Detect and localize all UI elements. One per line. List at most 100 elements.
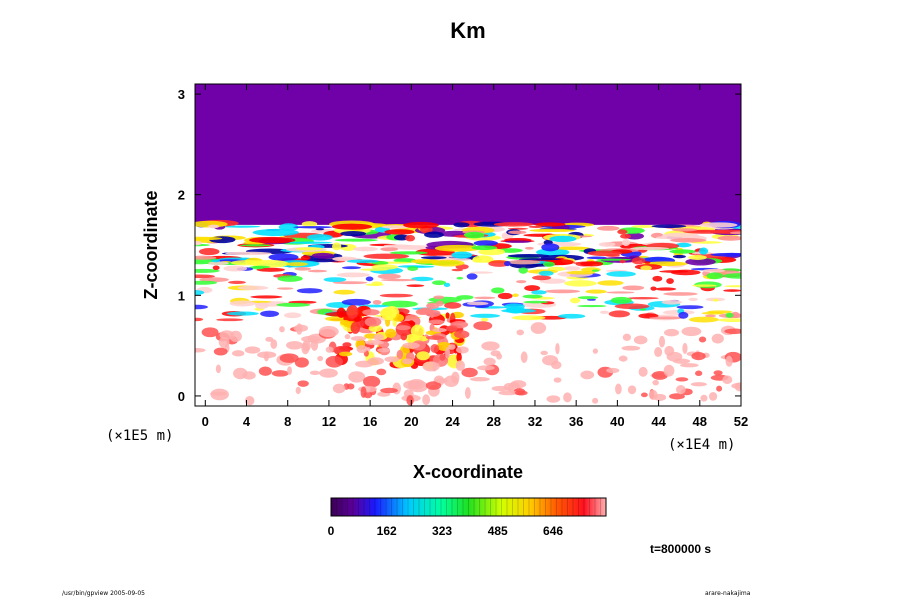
field-blob — [250, 295, 283, 299]
field-blob — [491, 287, 505, 294]
field-blob — [287, 366, 292, 375]
field-blob — [431, 259, 465, 267]
field-blob — [445, 347, 451, 359]
field-blob — [432, 328, 447, 333]
field-blob — [195, 268, 220, 273]
field-blob — [470, 271, 493, 274]
field-blob — [497, 292, 513, 300]
y-axis-label: Z-coordinate — [141, 190, 161, 299]
field-blob — [710, 252, 741, 257]
field-blob — [451, 371, 460, 384]
field-blob — [511, 315, 546, 321]
field-blob — [201, 327, 219, 338]
field-blob — [268, 253, 299, 261]
field-blob — [676, 305, 704, 310]
field-blob — [456, 352, 462, 363]
field-blob — [396, 349, 404, 360]
field-blob — [549, 235, 577, 243]
time-annotation: t=800000 s — [650, 542, 711, 556]
field-blob — [586, 298, 597, 301]
field-blob — [481, 341, 500, 351]
field-blob — [488, 260, 511, 267]
field-blob — [294, 267, 312, 271]
field-blob — [331, 223, 373, 230]
field-blob — [531, 290, 547, 295]
field-blob — [490, 350, 501, 357]
field-blob — [310, 339, 319, 351]
field-blob — [606, 291, 635, 294]
field-blob — [301, 342, 310, 355]
field-blob — [255, 302, 269, 309]
field-blob — [406, 395, 414, 406]
field-blob — [666, 351, 683, 362]
field-blob — [661, 299, 682, 305]
y-scale-label: (×1E5 m) — [106, 428, 173, 444]
field-blob — [520, 351, 528, 363]
field-blob — [400, 332, 408, 341]
field-blob — [295, 386, 301, 395]
field-blob — [729, 231, 741, 235]
field-blob — [654, 346, 663, 358]
field-blob — [244, 346, 261, 354]
field-blob — [365, 276, 374, 282]
field-blob — [630, 246, 670, 251]
field-blob — [323, 277, 347, 283]
field-blob — [384, 356, 400, 363]
field-blob — [336, 307, 346, 319]
field-blob — [218, 336, 230, 348]
field-blob — [464, 231, 485, 239]
field-blob — [675, 242, 692, 248]
x-tick-label: 36 — [569, 414, 583, 429]
field-blob — [195, 304, 208, 310]
field-blob — [516, 329, 525, 336]
field-blob — [598, 242, 616, 247]
field-blob — [389, 251, 428, 255]
field-blob — [443, 282, 451, 288]
x-tick-label: 52 — [734, 414, 748, 429]
field-blob — [640, 392, 648, 398]
field-blob — [195, 255, 217, 260]
field-blob — [425, 381, 442, 390]
x-tick-label: 20 — [404, 414, 418, 429]
field-blob — [455, 360, 466, 371]
colorbar-ticks: 0 162 323 485 646 — [328, 524, 564, 538]
field-blob — [318, 326, 339, 338]
field-blob — [232, 350, 245, 357]
field-blob — [671, 228, 698, 232]
field-blob — [396, 325, 411, 331]
field-blob — [383, 244, 412, 248]
field-blob — [704, 314, 717, 318]
field-blob — [563, 392, 572, 403]
field-blob — [680, 363, 699, 368]
x-tick-label: 8 — [284, 414, 291, 429]
field-blob — [540, 350, 548, 356]
field-blob — [467, 301, 489, 306]
field-blob — [524, 246, 534, 250]
field-blob — [570, 297, 581, 304]
field-blob — [688, 316, 719, 323]
x-tick-label: 0 — [202, 414, 209, 429]
field-blob — [346, 383, 355, 390]
field-blob — [633, 335, 648, 345]
field-blob — [651, 371, 668, 380]
field-blob — [248, 266, 265, 270]
field-blob — [718, 318, 741, 322]
field-blob — [311, 252, 335, 259]
field-blob — [319, 368, 338, 378]
field-blob — [364, 317, 382, 327]
field-blob — [503, 260, 511, 267]
field-blob — [195, 348, 206, 353]
field-blob — [557, 313, 586, 319]
field-blob — [663, 328, 680, 337]
field-blob — [717, 235, 741, 241]
field-blob — [617, 229, 628, 235]
field-blob — [356, 345, 368, 354]
field-blob — [277, 275, 303, 282]
colorbar-segments — [336, 498, 601, 516]
field-blob — [649, 316, 684, 320]
field-blob — [301, 221, 318, 227]
colorbar-tick-label: 485 — [488, 524, 508, 538]
field-blob — [444, 302, 462, 309]
field-blob — [276, 302, 311, 307]
field-blob — [597, 280, 624, 286]
